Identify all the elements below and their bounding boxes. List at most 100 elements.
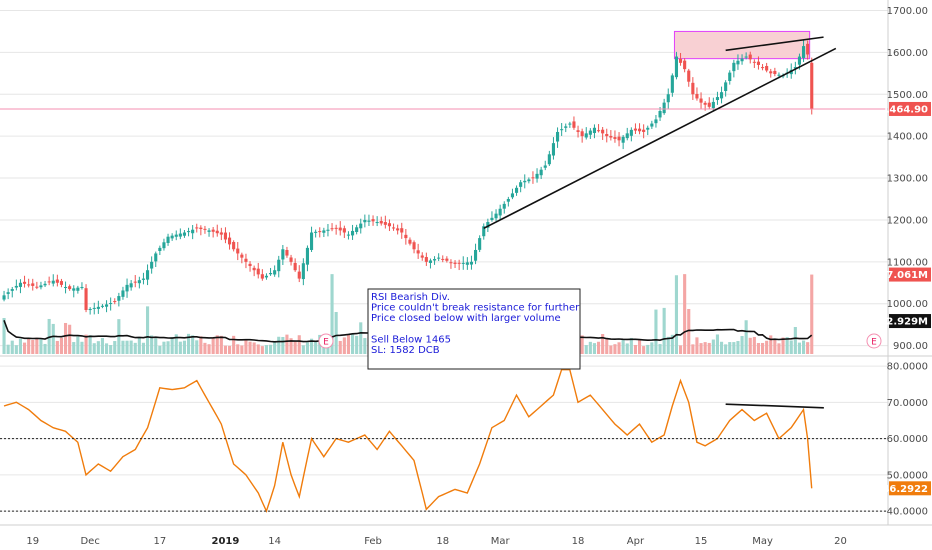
volume-bar (359, 322, 363, 354)
candle-body (158, 247, 162, 251)
volume-bar (63, 322, 68, 354)
candle-body (154, 253, 158, 262)
candle-body (76, 287, 80, 291)
price-tick-label: 900.00 (893, 341, 928, 352)
rsi-divergence-line (725, 403, 824, 409)
candle-body (305, 247, 310, 265)
rsi-axis[interactable]: 40.0000 50.0000 60.0000 70.0000 80.0000 46.29… (882, 362, 931, 518)
candle-body (191, 229, 195, 234)
trendlines[interactable] (483, 36, 837, 230)
candle-body (666, 94, 670, 103)
candle-body (273, 270, 277, 275)
volume-bar (760, 342, 765, 354)
time-tick-label: 18 (436, 536, 449, 547)
volume-average-badge: 2.929M (886, 317, 928, 328)
volume-bar (699, 343, 703, 354)
earnings-marker-label: E (871, 338, 877, 348)
rsi-series[interactable] (0, 369, 888, 514)
price-tick-label: 1600.00 (887, 48, 928, 59)
candle-body (547, 154, 551, 165)
volume-bar (765, 340, 769, 354)
volume-bar (207, 344, 211, 354)
rsi-tick-label: 50.0000 (887, 470, 928, 481)
volume-bar (178, 341, 182, 354)
candle-body (318, 231, 322, 233)
candle-body (441, 258, 445, 260)
candle-body (195, 227, 199, 229)
candle-body (203, 228, 207, 230)
volume-bar (691, 344, 695, 354)
volume-bar (43, 343, 47, 354)
volume-bar (781, 337, 785, 354)
volume-bar (31, 339, 35, 354)
volume-bar (346, 334, 351, 354)
candle-body (117, 296, 121, 301)
volume-bar (633, 344, 638, 354)
candle-body (326, 229, 330, 231)
candle-body (199, 227, 203, 230)
volume-bar (588, 341, 592, 354)
rsi-last-badge: 46.2922 (882, 484, 928, 495)
volume-bar (145, 306, 150, 354)
note-line: Sell Below 1465 (371, 334, 451, 345)
volume-bar (637, 340, 642, 354)
time-axis[interactable]: 19 Dec 17 2019 14 Feb 18 Mar 18 Apr 15 May 20 (26, 536, 846, 547)
candle-body (642, 129, 646, 132)
candle-body (806, 43, 810, 55)
price-tick-label: 1400.00 (887, 132, 928, 143)
price-candles[interactable] (0, 39, 888, 315)
candle-body (330, 228, 334, 230)
time-tick-label: 20 (834, 536, 847, 547)
volume-bar (285, 334, 289, 354)
candle-body (88, 308, 92, 311)
candle-body (502, 203, 506, 209)
candle-body (285, 250, 289, 256)
volume-bar (580, 335, 584, 354)
rsi-tick-label: 60.0000 (887, 434, 928, 445)
volume-bar (605, 338, 609, 354)
candle-body (59, 281, 64, 285)
volume-bar (166, 341, 170, 354)
candle-body (592, 127, 597, 134)
candle-body (334, 227, 338, 229)
volume-bar (162, 341, 166, 354)
candle-body (92, 307, 96, 309)
trendline (483, 47, 837, 230)
volume-bar (732, 342, 736, 354)
candle-body (125, 284, 129, 292)
time-tick-label: 17 (153, 536, 166, 547)
candle-body (584, 133, 588, 138)
candle-body (6, 292, 10, 294)
analysis-note[interactable]: RSI Bearish Div.Price couldn't break res… (367, 288, 626, 370)
candle-body (379, 221, 383, 224)
volume-bar (6, 344, 10, 354)
candle-body (658, 111, 662, 118)
volume-bar (215, 335, 219, 354)
last-price-badge-bg (889, 101, 931, 116)
price-axis[interactable]: 900.00 1000.00 1100.00 1200.00 1300.00 1400.0… (882, 6, 931, 352)
candle-body (80, 286, 84, 288)
candle-body (674, 56, 679, 78)
volume-bar (683, 274, 687, 354)
volume-bar (154, 338, 158, 354)
candle-body (22, 281, 27, 284)
volume-bar (88, 335, 92, 354)
resistance-zone[interactable] (673, 30, 811, 60)
volume-bar (186, 333, 191, 354)
candle-body (719, 92, 724, 99)
volume-bar (293, 341, 297, 354)
volume-bar (715, 334, 720, 354)
candle-body (96, 306, 100, 309)
candle-body (695, 93, 699, 99)
volume-bar (277, 336, 281, 354)
price-tick-label: 1700.00 (887, 6, 928, 17)
volume-bar (80, 341, 84, 354)
candle-body (363, 219, 367, 223)
candle-body (342, 228, 346, 233)
candle-body (469, 261, 474, 265)
volume-bar (736, 341, 740, 354)
volume-bar (748, 337, 752, 354)
candle-body (14, 285, 18, 288)
